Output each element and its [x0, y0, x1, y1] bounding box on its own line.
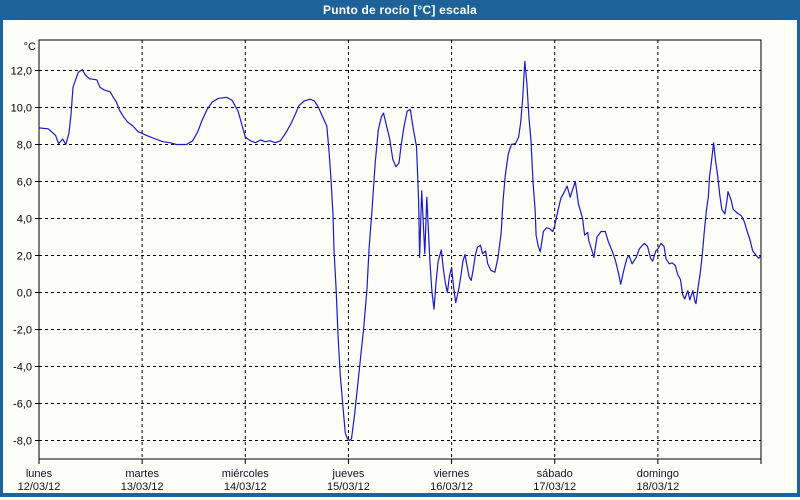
- x-date-label: 17/03/12: [533, 481, 576, 493]
- y-tick-label: 4,0: [17, 214, 32, 226]
- x-date-label: 13/03/12: [121, 481, 164, 493]
- x-day-label: martes: [125, 468, 159, 480]
- x-day-label: domingo: [637, 468, 679, 480]
- x-day-label: miércoles: [222, 468, 270, 480]
- x-day-label: viernes: [434, 468, 470, 480]
- x-date-label: 14/03/12: [224, 481, 267, 493]
- y-tick-label: 0,0: [17, 288, 32, 300]
- dewpoint-line: [38, 60, 762, 442]
- y-tick-label: 12,0: [11, 66, 32, 78]
- y-tick-label: 10,0: [11, 103, 32, 115]
- x-day-label: lunes: [26, 468, 53, 480]
- x-day-label: sábado: [537, 468, 573, 480]
- x-day-label: jueves: [332, 468, 365, 480]
- y-tick-label: -4,0: [13, 362, 32, 374]
- x-date-label: 18/03/12: [636, 481, 679, 493]
- y-tick-label: -6,0: [13, 399, 32, 411]
- y-tick-label: -8,0: [13, 436, 32, 448]
- y-axis-unit-label: °C: [24, 41, 36, 53]
- plot-border: [38, 39, 762, 460]
- y-tick-label: 8,0: [17, 140, 32, 152]
- x-date-label: 16/03/12: [430, 481, 473, 493]
- x-date-label: 15/03/12: [327, 481, 370, 493]
- x-date-label: 12/03/12: [18, 481, 61, 493]
- y-tick-label: 2,0: [17, 251, 32, 263]
- page-title: Punto de rocío [°C] escala: [322, 3, 478, 17]
- y-tick-label: -2,0: [13, 325, 32, 337]
- title-bar: Punto de rocío [°C] escala: [0, 0, 800, 20]
- y-tick-label: 6,0: [17, 177, 32, 189]
- plot-panel: [0, 20, 800, 497]
